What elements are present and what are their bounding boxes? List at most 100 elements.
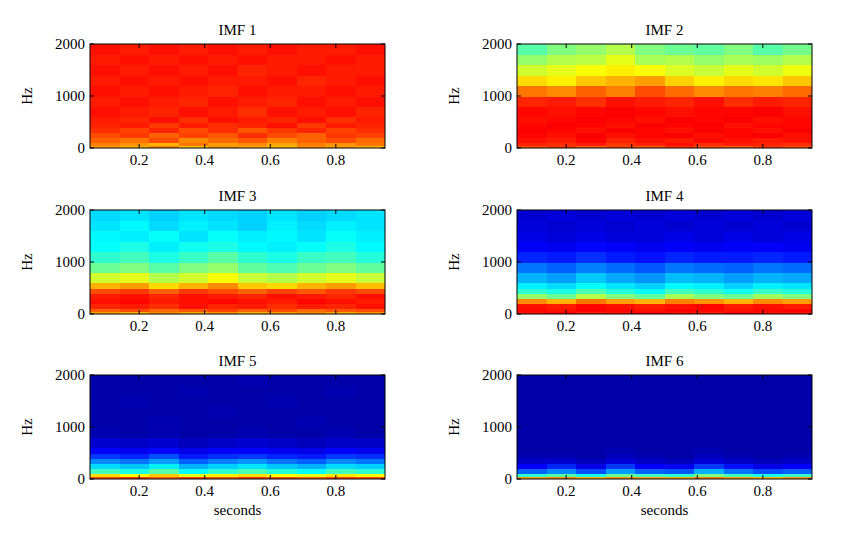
cell xyxy=(149,463,179,469)
cell xyxy=(120,241,150,252)
cell xyxy=(179,385,209,396)
cell xyxy=(547,75,577,86)
cell xyxy=(606,54,636,65)
cell xyxy=(783,138,813,144)
cell xyxy=(783,117,813,123)
cell xyxy=(606,375,636,386)
cell xyxy=(576,138,606,144)
cell xyxy=(90,220,120,231)
cell xyxy=(297,272,327,283)
cell xyxy=(753,86,783,97)
cell xyxy=(297,132,327,138)
y-tick xyxy=(808,427,812,428)
x-tick xyxy=(204,144,205,148)
y-tick-label: 0 xyxy=(505,306,513,322)
cell xyxy=(356,44,386,55)
y-tick xyxy=(808,479,812,480)
cell xyxy=(606,241,636,252)
cell xyxy=(238,437,268,448)
cell xyxy=(635,210,665,221)
cell xyxy=(120,44,150,55)
cell xyxy=(90,54,120,65)
cell xyxy=(238,138,268,144)
y-tick xyxy=(381,375,385,376)
x-tick xyxy=(139,210,140,214)
x-tick-label: 0.2 xyxy=(557,318,576,334)
cell xyxy=(547,288,577,294)
cell xyxy=(694,427,724,438)
cell xyxy=(635,375,665,386)
x-tick xyxy=(566,310,567,314)
x-tick-label: 0.4 xyxy=(195,483,214,499)
cell xyxy=(576,75,606,86)
cell xyxy=(297,293,327,299)
cell xyxy=(90,427,120,438)
cell xyxy=(517,288,547,294)
cell xyxy=(90,458,120,464)
cell xyxy=(238,106,268,117)
cell xyxy=(694,75,724,86)
cell xyxy=(149,458,179,464)
cell xyxy=(665,132,695,138)
y-tick xyxy=(90,479,94,480)
x-tick xyxy=(335,210,336,214)
x-tick xyxy=(631,375,632,379)
y-tick-label: 0 xyxy=(78,140,86,156)
cell xyxy=(665,385,695,396)
cell xyxy=(267,417,297,428)
cell xyxy=(635,117,665,123)
cell xyxy=(326,453,356,459)
cell xyxy=(208,44,238,55)
cell xyxy=(149,220,179,231)
cell xyxy=(547,375,577,386)
cell xyxy=(149,252,179,263)
cell xyxy=(606,75,636,86)
cell xyxy=(326,210,356,221)
cell xyxy=(547,44,577,55)
cell xyxy=(267,86,297,97)
cell xyxy=(635,54,665,65)
x-tick xyxy=(762,475,763,479)
cell xyxy=(356,427,386,438)
cell xyxy=(517,283,547,289)
cell xyxy=(694,396,724,407)
cell xyxy=(120,283,150,289)
cell xyxy=(665,127,695,133)
cell xyxy=(576,288,606,294)
cell xyxy=(120,453,150,459)
cell xyxy=(694,448,724,454)
cell xyxy=(120,437,150,448)
cell xyxy=(694,122,724,128)
x-axis-title: seconds xyxy=(641,502,689,518)
cell xyxy=(606,396,636,407)
cell xyxy=(665,396,695,407)
y-tick xyxy=(808,44,812,45)
cell xyxy=(326,127,356,133)
cell xyxy=(576,427,606,438)
x-tick-label: 0.8 xyxy=(326,483,345,499)
cell xyxy=(238,469,268,475)
cell xyxy=(179,127,209,133)
cell xyxy=(120,54,150,65)
cell xyxy=(179,406,209,417)
cell xyxy=(267,453,297,459)
cell xyxy=(517,453,547,459)
heatmap-cells xyxy=(517,44,812,148)
cell xyxy=(326,252,356,263)
cell xyxy=(783,427,813,438)
cell xyxy=(724,241,754,252)
cell xyxy=(665,44,695,55)
cell xyxy=(356,106,386,117)
cell xyxy=(606,117,636,123)
cell xyxy=(149,117,179,123)
cell xyxy=(179,231,209,242)
cell xyxy=(606,385,636,396)
cell xyxy=(517,86,547,97)
cell xyxy=(694,406,724,417)
cell xyxy=(694,54,724,65)
cell xyxy=(783,375,813,386)
cell xyxy=(576,106,606,117)
cell xyxy=(724,252,754,263)
cell xyxy=(179,252,209,263)
plot-frame xyxy=(517,44,812,148)
